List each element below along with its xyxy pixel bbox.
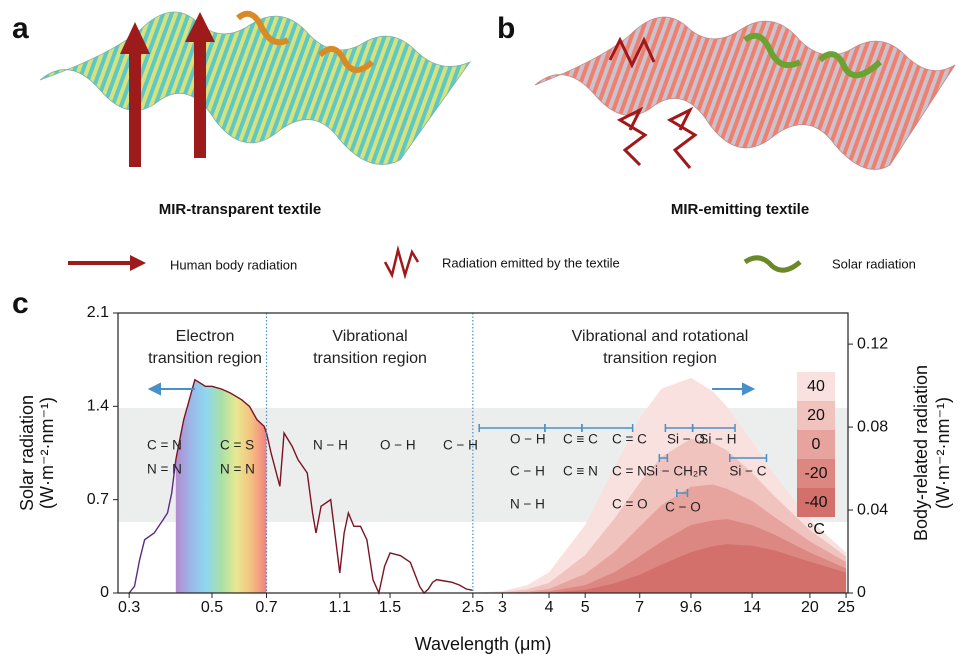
legend-label: 40 bbox=[807, 378, 825, 395]
legend-swatch bbox=[797, 401, 835, 430]
y-tick-label: 2.1 bbox=[87, 304, 109, 321]
legend-label: -20 bbox=[804, 465, 827, 482]
y2-tick-label: 0 bbox=[857, 584, 866, 601]
x-tick-label: 0.5 bbox=[201, 599, 223, 616]
solar-arrows bbox=[236, 10, 375, 73]
x-tick-label: 1.1 bbox=[329, 599, 351, 616]
y2-tick-label: 0.12 bbox=[857, 335, 888, 352]
solar-arrows bbox=[743, 32, 883, 79]
y-tick-label: 0.7 bbox=[87, 491, 109, 508]
plot-frame bbox=[117, 312, 849, 594]
y-axis-title: Solar radiation bbox=[17, 395, 37, 511]
legend-icon bbox=[743, 255, 802, 273]
region-arrows bbox=[147, 382, 756, 396]
region-label: Electron bbox=[176, 328, 235, 345]
region-label: transition region bbox=[148, 350, 262, 367]
legend-label: 0 bbox=[812, 436, 821, 453]
wavelength-range bbox=[729, 454, 768, 462]
bond-label: Si − H bbox=[699, 432, 736, 447]
body-radiation-area bbox=[472, 544, 847, 593]
y-tick-label: 1.4 bbox=[87, 398, 109, 415]
bond-label: Si − C bbox=[729, 464, 766, 479]
wavelength-range bbox=[581, 424, 634, 432]
legend-text: Human body radiation bbox=[170, 257, 297, 272]
y2-axis-title: (W·m⁻²·nm⁻¹) bbox=[933, 397, 953, 509]
textile-illustration bbox=[534, 16, 956, 170]
region-label: transition region bbox=[603, 350, 717, 367]
bond-label: C − O bbox=[665, 500, 701, 515]
visible-spectrum-area bbox=[175, 379, 267, 593]
region-label: Vibrational bbox=[332, 328, 407, 345]
wavelength-range bbox=[658, 454, 669, 462]
x-tick-label: 5 bbox=[581, 599, 590, 616]
bond-label: C = N bbox=[612, 464, 647, 479]
panel-caption: MIR-emitting textile bbox=[671, 201, 809, 218]
solar-line bbox=[128, 378, 473, 596]
y2-axis-title: Body-related radiation bbox=[911, 365, 931, 541]
x-tick-label: 7 bbox=[635, 599, 644, 616]
bond-label: C = N bbox=[147, 438, 182, 453]
y2-tick-label: 0.08 bbox=[857, 418, 888, 435]
bond-label: N = N bbox=[147, 462, 182, 477]
y-axis-title: (W·m⁻²·nm⁻¹) bbox=[37, 397, 57, 509]
legend-label: -40 bbox=[804, 494, 827, 511]
panel-a: a MIR-transparent textile bbox=[12, 10, 472, 218]
bond-label: C = S bbox=[220, 438, 254, 453]
legend-swatch bbox=[797, 488, 835, 517]
legend-text: Solar radiation bbox=[832, 256, 916, 271]
legend-text: Radiation emitted by the textile bbox=[442, 255, 620, 270]
x-axis-title: Wavelength (μm) bbox=[415, 634, 552, 654]
panel-letter: a bbox=[12, 12, 29, 45]
x-tick-label: 3 bbox=[498, 599, 507, 616]
bond-label: O − H bbox=[510, 432, 546, 447]
legend-row: Human body radiation Radiation emitted b… bbox=[68, 245, 916, 280]
x-tick-label: 1.5 bbox=[379, 599, 401, 616]
bond-label: O − H bbox=[380, 438, 416, 453]
x-tick-label: 4 bbox=[545, 599, 554, 616]
bond-label: C ≡ N bbox=[563, 464, 598, 479]
legend-swatch bbox=[797, 372, 835, 401]
x-tick-label: 0.3 bbox=[118, 599, 140, 616]
legend-icon bbox=[130, 255, 146, 271]
textile-emission bbox=[608, 36, 698, 169]
bond-label: C − H bbox=[510, 464, 545, 479]
bond-label: N = N bbox=[220, 462, 255, 477]
textile-illustration bbox=[39, 11, 472, 165]
x-tick-label: 25 bbox=[837, 599, 855, 616]
x-tick-label: 2.5 bbox=[462, 599, 484, 616]
x-tick-label: 14 bbox=[743, 599, 761, 616]
panel-letter: b bbox=[497, 12, 515, 45]
legend-swatch bbox=[797, 430, 835, 459]
wavelength-range bbox=[676, 489, 689, 497]
legend-label: 20 bbox=[807, 407, 825, 424]
panel-b: b MIR-emitting textile bbox=[497, 12, 956, 218]
y-tick-label: 0 bbox=[100, 584, 109, 601]
bond-label: C ≡ C bbox=[563, 432, 598, 447]
bond-label: Si − O bbox=[667, 432, 705, 447]
region-label: Vibrational and rotational bbox=[572, 328, 749, 345]
region-label: transition region bbox=[313, 350, 427, 367]
legend-unit: °C bbox=[807, 521, 825, 538]
bond-label: N − H bbox=[510, 497, 545, 512]
wavelength-range bbox=[691, 424, 736, 432]
bond-label: C = O bbox=[612, 497, 648, 512]
bond-label: Si − CH₂R bbox=[646, 464, 708, 479]
y2-tick-label: 0.04 bbox=[857, 501, 888, 518]
body-radiation-arrows bbox=[120, 12, 215, 167]
legend-swatch bbox=[797, 459, 835, 488]
panel-caption: MIR-transparent textile bbox=[159, 201, 322, 218]
legend-icon bbox=[383, 245, 420, 280]
bond-label: N − H bbox=[313, 438, 348, 453]
x-tick-label: 0.7 bbox=[255, 599, 277, 616]
bond-label: C − H bbox=[443, 438, 478, 453]
panel-letter: c bbox=[12, 287, 29, 320]
bond-label: C = C bbox=[612, 432, 647, 447]
x-tick-label: 20 bbox=[801, 599, 819, 616]
x-tick-label: 9.6 bbox=[680, 599, 702, 616]
plot-area: Electron transition region Vibrational tran… bbox=[87, 304, 888, 616]
